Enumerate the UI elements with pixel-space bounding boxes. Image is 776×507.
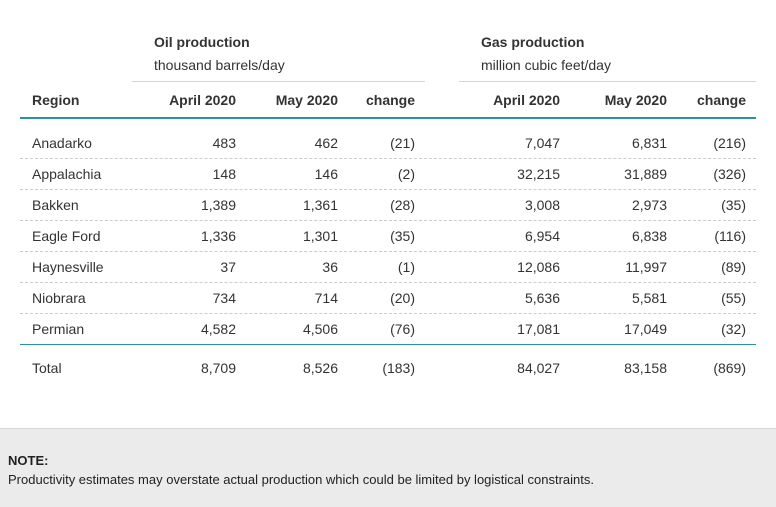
gas-april-cell: 3,008 <box>524 197 560 213</box>
oil-april-cell: 483 <box>212 135 236 151</box>
note-title: NOTE: <box>8 453 49 468</box>
gas-change-cell: (35) <box>721 197 746 213</box>
header-oil-change: change <box>365 91 415 108</box>
header-gas-april: April 2020 <box>493 91 560 108</box>
production-table: Oil production thousand barrels/day Gas … <box>20 28 756 391</box>
table-row: Niobrara 734 714 (20) 5,636 5,581 (55) <box>20 283 756 314</box>
oil-change-cell: (35) <box>390 228 415 244</box>
gas-april-cell: 17,081 <box>517 321 560 337</box>
region-cell: Bakken <box>32 197 79 213</box>
oil-april-cell: 734 <box>212 290 236 306</box>
oil-may-cell: 1,301 <box>302 228 338 244</box>
oil-change-cell: (28) <box>390 197 415 213</box>
table-row: Appalachia 148 146 (2) 32,215 31,889 (32… <box>20 159 756 190</box>
gas-may-cell: 6,838 <box>631 228 667 244</box>
gas-production-group: Gas production million cubic feet/day <box>459 28 756 82</box>
gas-may-cell: 17,049 <box>624 321 667 337</box>
oil-group-title: Oil production <box>154 34 250 50</box>
region-cell: Appalachia <box>32 166 102 182</box>
gas-change-cell: (116) <box>714 228 746 244</box>
oil-april-cell: 37 <box>220 259 236 275</box>
total-oil-may: 8,526 <box>302 360 338 376</box>
oil-may-cell: 462 <box>314 135 338 151</box>
total-label: Total <box>32 360 62 376</box>
table-row: Eagle Ford 1,336 1,301 (35) 6,954 6,838 … <box>20 221 756 252</box>
gas-april-cell: 6,954 <box>524 228 560 244</box>
oil-group-unit: thousand barrels/day <box>154 57 285 73</box>
group-header-row: Oil production thousand barrels/day Gas … <box>20 28 756 82</box>
oil-change-cell: (20) <box>390 290 415 306</box>
table-row: Bakken 1,389 1,361 (28) 3,008 2,973 (35) <box>20 190 756 221</box>
gas-april-cell: 12,086 <box>517 259 560 275</box>
table-row: Permian 4,582 4,506 (76) 17,081 17,049 (… <box>20 314 756 345</box>
oil-april-cell: 4,582 <box>200 321 236 337</box>
total-oil-change: (183) <box>382 360 415 376</box>
note-text: Productivity estimates may overstate act… <box>8 472 594 487</box>
oil-april-cell: 148 <box>212 166 236 182</box>
gas-change-cell: (216) <box>713 135 746 151</box>
table-row: Anadarko 483 462 (21) 7,047 6,831 (216) <box>20 128 756 159</box>
oil-may-cell: 146 <box>314 166 338 182</box>
header-gas-may: May 2020 <box>604 91 667 108</box>
oil-change-cell: (21) <box>390 135 415 151</box>
oil-change-cell: (76) <box>390 321 415 337</box>
total-oil-april: 8,709 <box>200 360 236 376</box>
note-box: NOTE: Productivity estimates may oversta… <box>0 428 776 507</box>
column-header-row: Region April 2020 May 2020 change April … <box>20 82 756 119</box>
gas-april-cell: 5,636 <box>524 290 560 306</box>
total-gas-change: (869) <box>713 360 746 376</box>
gas-change-cell: (32) <box>721 321 746 337</box>
oil-april-cell: 1,336 <box>200 228 236 244</box>
gas-may-cell: 6,831 <box>631 135 667 151</box>
gas-may-cell: 31,889 <box>624 166 667 182</box>
gas-change-cell: (89) <box>721 259 746 275</box>
total-gas-may: 83,158 <box>624 360 667 376</box>
header-region: Region <box>32 91 80 108</box>
oil-may-cell: 1,361 <box>302 197 338 213</box>
gas-change-cell: (55) <box>721 290 746 306</box>
gas-april-cell: 7,047 <box>524 135 560 151</box>
header-oil-april: April 2020 <box>169 91 236 108</box>
region-cell: Haynesville <box>32 259 104 275</box>
oil-may-cell: 36 <box>322 259 338 275</box>
region-cell: Niobrara <box>32 290 86 306</box>
gas-may-cell: 5,581 <box>631 290 667 306</box>
oil-change-cell: (1) <box>397 259 415 275</box>
region-cell: Anadarko <box>32 135 92 151</box>
gas-group-title: Gas production <box>481 34 585 50</box>
gas-may-cell: 2,973 <box>631 197 667 213</box>
header-gas-change: change <box>696 91 746 108</box>
oil-production-group: Oil production thousand barrels/day <box>132 28 425 82</box>
region-cell: Permian <box>32 321 85 337</box>
oil-may-cell: 4,506 <box>302 321 338 337</box>
gas-change-cell: (326) <box>713 166 746 182</box>
header-oil-may: May 2020 <box>275 91 338 108</box>
region-cell: Eagle Ford <box>32 228 101 244</box>
oil-change-cell: (2) <box>397 166 415 182</box>
oil-april-cell: 1,389 <box>200 197 236 213</box>
table-row: Haynesville 37 36 (1) 12,086 11,997 (89) <box>20 252 756 283</box>
oil-may-cell: 714 <box>314 290 338 306</box>
gas-group-unit: million cubic feet/day <box>481 57 611 73</box>
total-row: Total 8,709 8,526 (183) 84,027 83,158 (8… <box>20 345 756 391</box>
gas-may-cell: 11,997 <box>625 259 667 275</box>
gas-april-cell: 32,215 <box>517 166 560 182</box>
total-gas-april: 84,027 <box>517 360 560 376</box>
